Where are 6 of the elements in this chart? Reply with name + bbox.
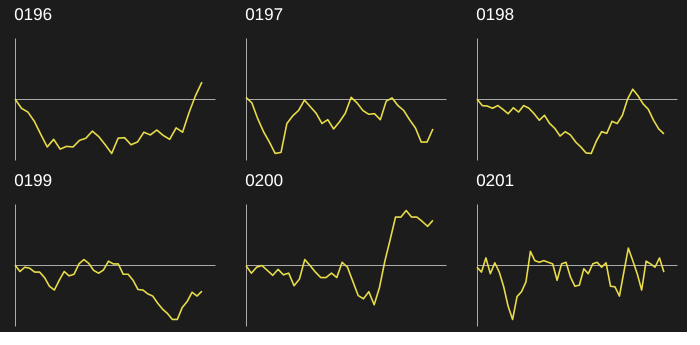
chart-title: 0200 [245, 171, 284, 190]
chart-title: 0196 [14, 5, 52, 24]
chart-title: 0199 [14, 171, 52, 190]
chart-title: 0198 [476, 5, 514, 24]
chart-title: 0197 [245, 5, 284, 24]
chart-title: 0201 [476, 171, 514, 190]
